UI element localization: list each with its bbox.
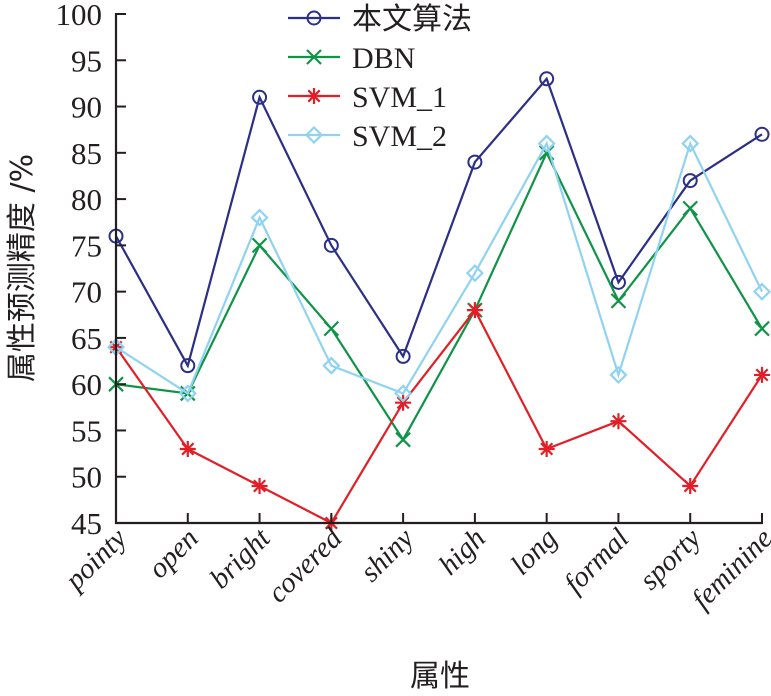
- data-point: [178, 384, 197, 403]
- x-tick-label: high: [433, 522, 492, 581]
- data-point: [610, 413, 627, 430]
- data-point: [395, 394, 412, 411]
- legend-label: 本文算法: [352, 2, 472, 37]
- data-point: [395, 348, 411, 364]
- y-tick-label: 80: [71, 182, 102, 217]
- series-line: [115, 140, 763, 396]
- data-point: [252, 89, 268, 105]
- diamond-marker-icon: [304, 125, 324, 145]
- x-marker-icon: [306, 49, 322, 65]
- circle-marker-icon: [306, 10, 322, 26]
- x-axis-title: 属性: [410, 659, 470, 694]
- data-point: [682, 173, 698, 189]
- y-tick-label: 95: [71, 43, 102, 78]
- y-tick-label: 100: [56, 0, 103, 32]
- data-point: [395, 431, 411, 448]
- data-point: [251, 237, 268, 254]
- x-tick-label: long: [505, 522, 564, 581]
- data-point: [681, 134, 700, 153]
- data-point: [754, 320, 770, 337]
- x-tick-label: formal: [558, 522, 635, 599]
- y-tick-label: 55: [71, 413, 102, 448]
- y-axis-title: 属性预测精度 /%: [5, 154, 40, 382]
- data-point: [251, 477, 268, 494]
- data-point: [609, 365, 628, 384]
- axes: [114, 13, 763, 525]
- data-point: [682, 200, 698, 217]
- series-3: [106, 134, 771, 403]
- legend-entry: DBN: [288, 42, 415, 75]
- y-tick-label: 90: [71, 90, 102, 125]
- y-tick-label: 50: [71, 460, 102, 495]
- asterisk-marker-icon: [306, 88, 322, 104]
- data-point: [180, 358, 196, 374]
- data-point: [610, 293, 627, 309]
- y-tick-label: 70: [71, 275, 102, 310]
- data-point: [179, 440, 196, 457]
- data-point: [754, 126, 770, 142]
- series-0: [108, 71, 770, 374]
- data-point: [323, 237, 339, 253]
- data-point: [538, 440, 555, 457]
- data-point: [467, 154, 483, 170]
- data-point: [250, 208, 269, 227]
- legend-entry: SVM_2: [288, 120, 447, 153]
- data-point: [537, 134, 556, 153]
- data-point: [539, 71, 555, 87]
- legend-label: SVM_1: [352, 81, 447, 114]
- data-point: [754, 366, 770, 383]
- data-point: [466, 302, 483, 319]
- x-tick-label: covered: [262, 522, 349, 609]
- series-line: [115, 150, 763, 442]
- x-tick-label: open: [142, 522, 204, 584]
- legend: 本文算法 DBN SVM_1 SVM_2: [288, 2, 472, 153]
- series-layer: [106, 71, 771, 531]
- data-point: [323, 320, 340, 337]
- legend-label: DBN: [352, 42, 415, 75]
- data-point: [322, 356, 341, 375]
- y-tick-label: 45: [71, 506, 102, 541]
- series-line: [115, 308, 763, 525]
- x-tick-label: shiny: [354, 522, 420, 588]
- data-point: [610, 274, 626, 290]
- y-tick-label: 85: [71, 136, 102, 171]
- series-line: [115, 76, 763, 369]
- y-tick-label: 75: [71, 228, 102, 263]
- series-2: [108, 302, 770, 531]
- y-ticks: 45 50 55 60 65 70 75 80 85 90 95 100: [56, 0, 126, 541]
- legend-entry: 本文算法: [288, 2, 472, 37]
- data-point: [752, 282, 771, 301]
- y-tick-label: 60: [71, 367, 102, 402]
- series-1: [108, 145, 770, 448]
- data-point: [682, 477, 699, 494]
- data-point: [465, 264, 484, 283]
- x-tick-label: feminine: [686, 522, 771, 615]
- legend-label: SVM_2: [352, 120, 447, 153]
- y-tick-label: 65: [71, 321, 102, 356]
- legend-entry: SVM_1: [288, 81, 447, 114]
- data-point: [394, 384, 413, 403]
